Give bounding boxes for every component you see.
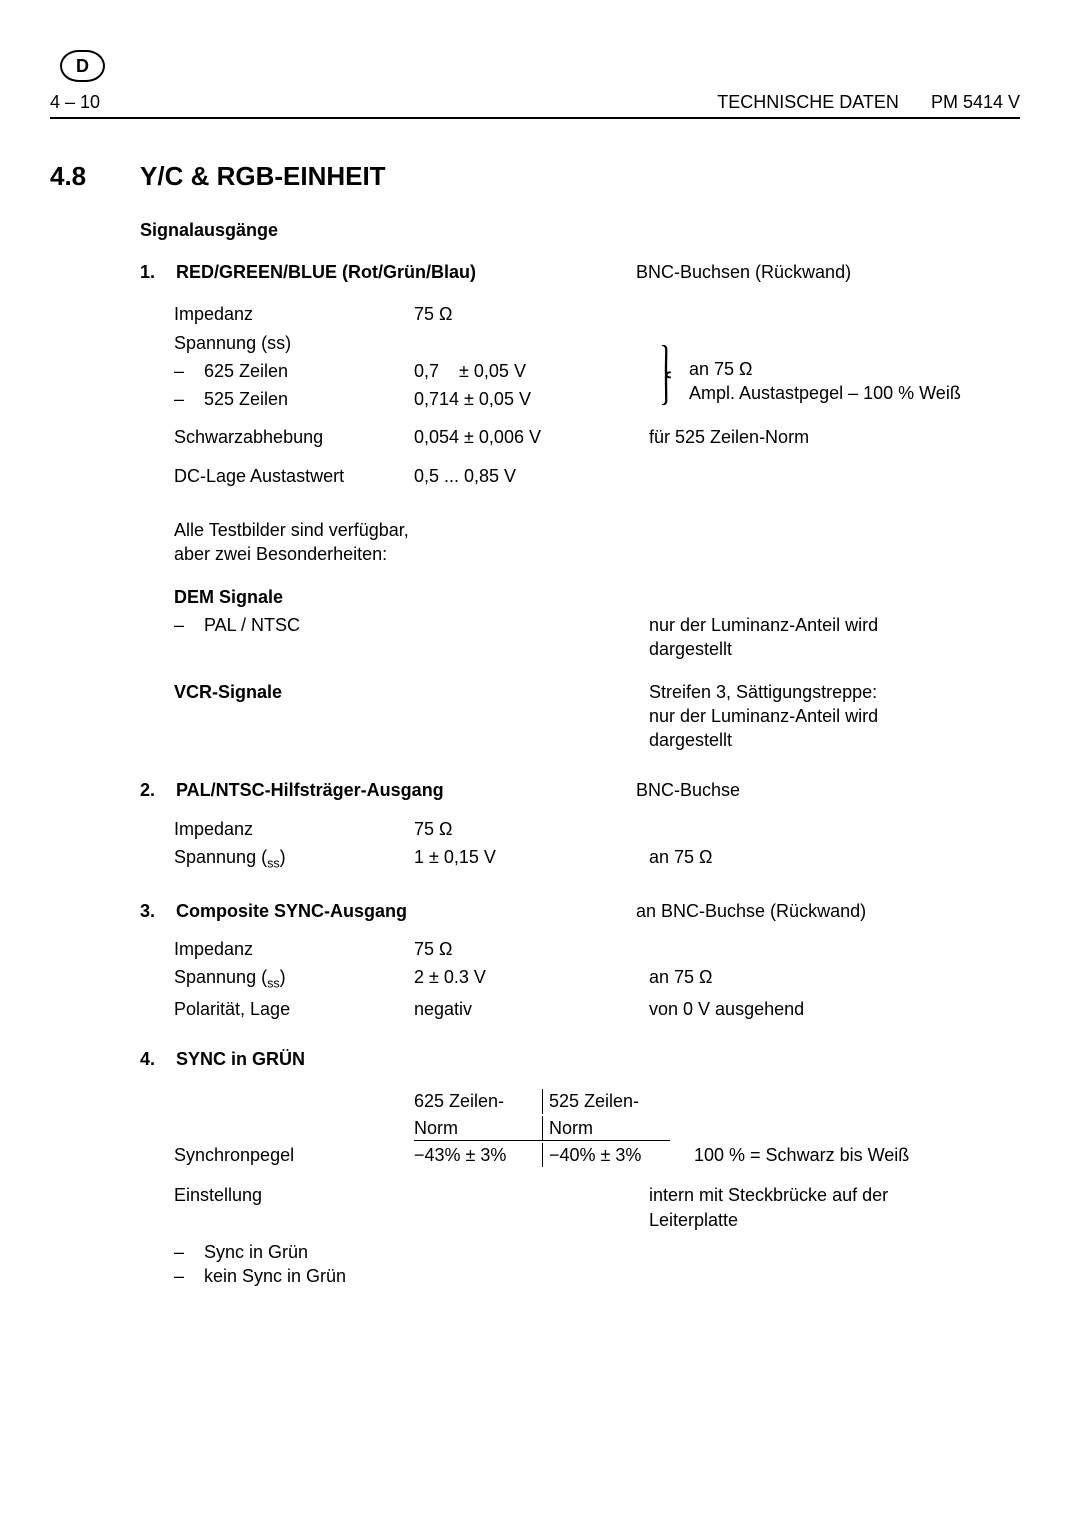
item-2: 2. PAL/NTSC-Hilfsträger-Ausgang BNC-Buch… <box>140 778 1020 872</box>
value-schwarz: 0,054 ± 0,006 V <box>414 425 649 449</box>
header-title: TECHNISCHE DATEN <box>717 92 899 112</box>
dem-title: DEM Signale <box>174 585 1020 609</box>
value-625: 0,7 ± 0,05 V <box>414 359 649 383</box>
value-525-sync: −40% ± 3% <box>542 1143 670 1167</box>
label-spannung: Spannung (ss) <box>174 331 414 355</box>
dem-item: PAL / NTSC <box>174 613 414 637</box>
label-spannung-3: Spannung (ss) <box>174 965 414 993</box>
opt-sync-gruen: Sync in Grün <box>174 1240 1020 1264</box>
item2-right: BNC-Buchse <box>636 778 1020 802</box>
th-625b: Norm <box>414 1116 542 1141</box>
header-model: PM 5414 V <box>931 92 1020 112</box>
value-525: 0,714 ± 0,05 V <box>414 387 649 411</box>
subheading-signal: Signalausgänge <box>140 218 1020 242</box>
note-line-b: aber zwei Besonderheiten: <box>174 542 1020 566</box>
value-polaritaet: negativ <box>414 997 649 1021</box>
note-schwarz: für 525 Zeilen-Norm <box>649 425 1020 449</box>
value-625-sync: −43% ± 3% <box>414 1143 542 1167</box>
item4-title: SYNC in GRÜN <box>176 1047 636 1071</box>
label-525: 525 Zeilen <box>174 387 414 411</box>
item1-title: RED/GREEN/BLUE (Rot/Grün/Blau) <box>176 260 636 284</box>
label-impedanz: Impedanz <box>174 302 414 326</box>
label-dc: DC-Lage Austastwert <box>174 464 414 488</box>
item4-num: 4. <box>140 1047 176 1071</box>
vcr-right-a: Streifen 3, Sättigungstreppe: <box>649 680 1020 704</box>
d-badge: D <box>60 50 105 82</box>
item3-num: 3. <box>140 899 176 923</box>
vcr-right-c: dargestellt <box>649 728 1020 752</box>
item3-title: Composite SYNC-Ausgang <box>176 899 636 923</box>
item1-num: 1. <box>140 260 176 284</box>
value-dc: 0,5 ... 0,85 V <box>414 464 649 488</box>
right-polaritaet: von 0 V ausgehend <box>649 997 1020 1021</box>
vcr-right-b: nur der Luminanz-Anteil wird <box>649 704 1020 728</box>
item3-right: an BNC-Buchse (Rückwand) <box>636 899 1020 923</box>
label-spannung-2: Spannung (ss) <box>174 845 414 873</box>
section-heading: 4.8 Y/C & RGB-EINHEIT <box>50 159 1020 194</box>
item-1: 1. RED/GREEN/BLUE (Rot/Grün/Blau) BNC-Bu… <box>140 260 1020 752</box>
item2-num: 2. <box>140 778 176 802</box>
brace-line-b: Ampl. Austastpegel – 100 % Weiß <box>689 381 961 405</box>
th-525b: Norm <box>542 1116 670 1141</box>
page-number: 4 – 10 <box>50 90 100 114</box>
opt-kein-sync: kein Sync in Grün <box>174 1264 1020 1288</box>
label-einstellung: Einstellung <box>174 1183 414 1232</box>
label-impedanz-3: Impedanz <box>174 937 414 961</box>
header-right: TECHNISCHE DATEN PM 5414 V <box>717 90 1020 114</box>
item-4: 4. SYNC in GRÜN 625 Zeilen- 525 Zeilen- … <box>140 1047 1020 1288</box>
item1-right: BNC-Buchsen (Rückwand) <box>636 260 1020 284</box>
right-spannung-2: an 75 Ω <box>649 845 1020 873</box>
dem-right-a: nur der Luminanz-Anteil wird <box>649 613 1020 637</box>
item-3: 3. Composite SYNC-Ausgang an BNC-Buchse … <box>140 899 1020 1021</box>
value-impedanz-3: 75 Ω <box>414 937 649 961</box>
label-625: 625 Zeilen <box>174 359 414 383</box>
item2-title: PAL/NTSC-Hilfsträger-Ausgang <box>176 778 636 802</box>
label-syncpegel: Synchronpegel <box>174 1143 414 1167</box>
brace-icon: ⎱⎰ <box>649 355 683 408</box>
label-schwarz: Schwarzabhebung <box>174 425 414 449</box>
section-title: Y/C & RGB-EINHEIT <box>140 159 386 194</box>
header: 4 – 10 TECHNISCHE DATEN PM 5414 V <box>50 90 1020 118</box>
label-impedanz-2: Impedanz <box>174 817 414 841</box>
value-spannung-3: 2 ± 0.3 V <box>414 965 649 993</box>
dem-right-b: dargestellt <box>649 637 1020 661</box>
value-impedanz: 75 Ω <box>414 302 649 326</box>
brace-line-a: an 75 Ω <box>689 357 961 381</box>
label-polaritaet: Polarität, Lage <box>174 997 414 1021</box>
einstellung-b: Leiterplatte <box>649 1208 1020 1232</box>
section-number: 4.8 <box>50 159 140 194</box>
sync-table: 625 Zeilen- 525 Zeilen- Norm Norm Synchr… <box>174 1089 1020 1167</box>
th-525a: 525 Zeilen- <box>542 1089 670 1113</box>
einstellung-a: intern mit Steckbrücke auf der <box>649 1183 1020 1207</box>
value-impedanz-2: 75 Ω <box>414 817 649 841</box>
note-line-a: Alle Testbilder sind verfügbar, <box>174 518 1020 542</box>
vcr-title: VCR-Signale <box>174 680 414 753</box>
right-spannung-3: an 75 Ω <box>649 965 1020 993</box>
th-625a: 625 Zeilen- <box>414 1089 542 1113</box>
value-spannung-2: 1 ± 0,15 V <box>414 845 649 873</box>
right-sync: 100 % = Schwarz bis Weiß <box>670 1143 1020 1167</box>
